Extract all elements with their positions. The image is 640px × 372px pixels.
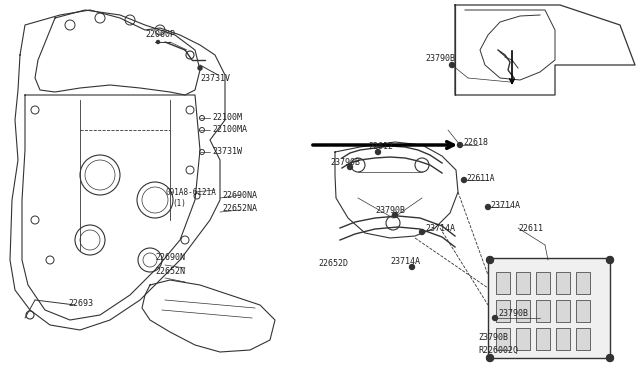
FancyBboxPatch shape	[576, 328, 590, 350]
FancyBboxPatch shape	[516, 300, 530, 322]
Circle shape	[348, 164, 353, 170]
Text: 23790B: 23790B	[375, 205, 405, 215]
Text: 22690NA: 22690NA	[222, 190, 257, 199]
Circle shape	[458, 142, 463, 148]
Text: 23731V: 23731V	[200, 74, 230, 83]
Circle shape	[607, 355, 614, 362]
Circle shape	[376, 150, 381, 154]
Text: 22100M: 22100M	[212, 112, 242, 122]
FancyBboxPatch shape	[536, 328, 550, 350]
FancyBboxPatch shape	[488, 258, 610, 358]
Circle shape	[486, 205, 490, 209]
Text: R226002Q: R226002Q	[478, 346, 518, 355]
Text: 22612: 22612	[368, 141, 393, 151]
FancyBboxPatch shape	[576, 300, 590, 322]
Text: 22100MA: 22100MA	[212, 125, 247, 134]
Text: 23790B: 23790B	[425, 54, 455, 62]
Text: 23714A: 23714A	[425, 224, 455, 232]
FancyBboxPatch shape	[536, 300, 550, 322]
Text: 23790B: 23790B	[330, 157, 360, 167]
Circle shape	[419, 230, 424, 234]
Circle shape	[493, 315, 497, 321]
FancyBboxPatch shape	[576, 272, 590, 294]
FancyBboxPatch shape	[536, 272, 550, 294]
FancyBboxPatch shape	[496, 328, 510, 350]
Circle shape	[198, 66, 202, 70]
Text: 091A8-6121A: 091A8-6121A	[165, 187, 216, 196]
Circle shape	[392, 212, 397, 218]
Text: 22690N: 22690N	[155, 253, 185, 263]
Text: 23790B: 23790B	[498, 308, 528, 317]
FancyBboxPatch shape	[496, 272, 510, 294]
Circle shape	[410, 264, 415, 269]
Text: 22611A: 22611A	[466, 173, 495, 183]
FancyBboxPatch shape	[556, 272, 570, 294]
Text: 22652D: 22652D	[318, 259, 348, 267]
Text: Z3790B: Z3790B	[478, 333, 508, 341]
Text: 22060P: 22060P	[145, 29, 175, 38]
Text: 23714A: 23714A	[490, 201, 520, 209]
Circle shape	[607, 257, 614, 263]
Circle shape	[449, 62, 454, 67]
Circle shape	[461, 177, 467, 183]
Text: 22652N: 22652N	[155, 267, 185, 276]
Text: 22611: 22611	[518, 224, 543, 232]
FancyBboxPatch shape	[496, 300, 510, 322]
Text: 22652NA: 22652NA	[222, 203, 257, 212]
Text: 22618: 22618	[463, 138, 488, 147]
Circle shape	[157, 41, 159, 44]
Circle shape	[486, 355, 493, 362]
Text: 23714A: 23714A	[390, 257, 420, 266]
Text: 22693: 22693	[68, 298, 93, 308]
FancyBboxPatch shape	[516, 328, 530, 350]
Text: (1): (1)	[172, 199, 186, 208]
Circle shape	[486, 257, 493, 263]
FancyBboxPatch shape	[556, 300, 570, 322]
Text: 23731W: 23731W	[212, 147, 242, 155]
FancyBboxPatch shape	[556, 328, 570, 350]
FancyBboxPatch shape	[516, 272, 530, 294]
